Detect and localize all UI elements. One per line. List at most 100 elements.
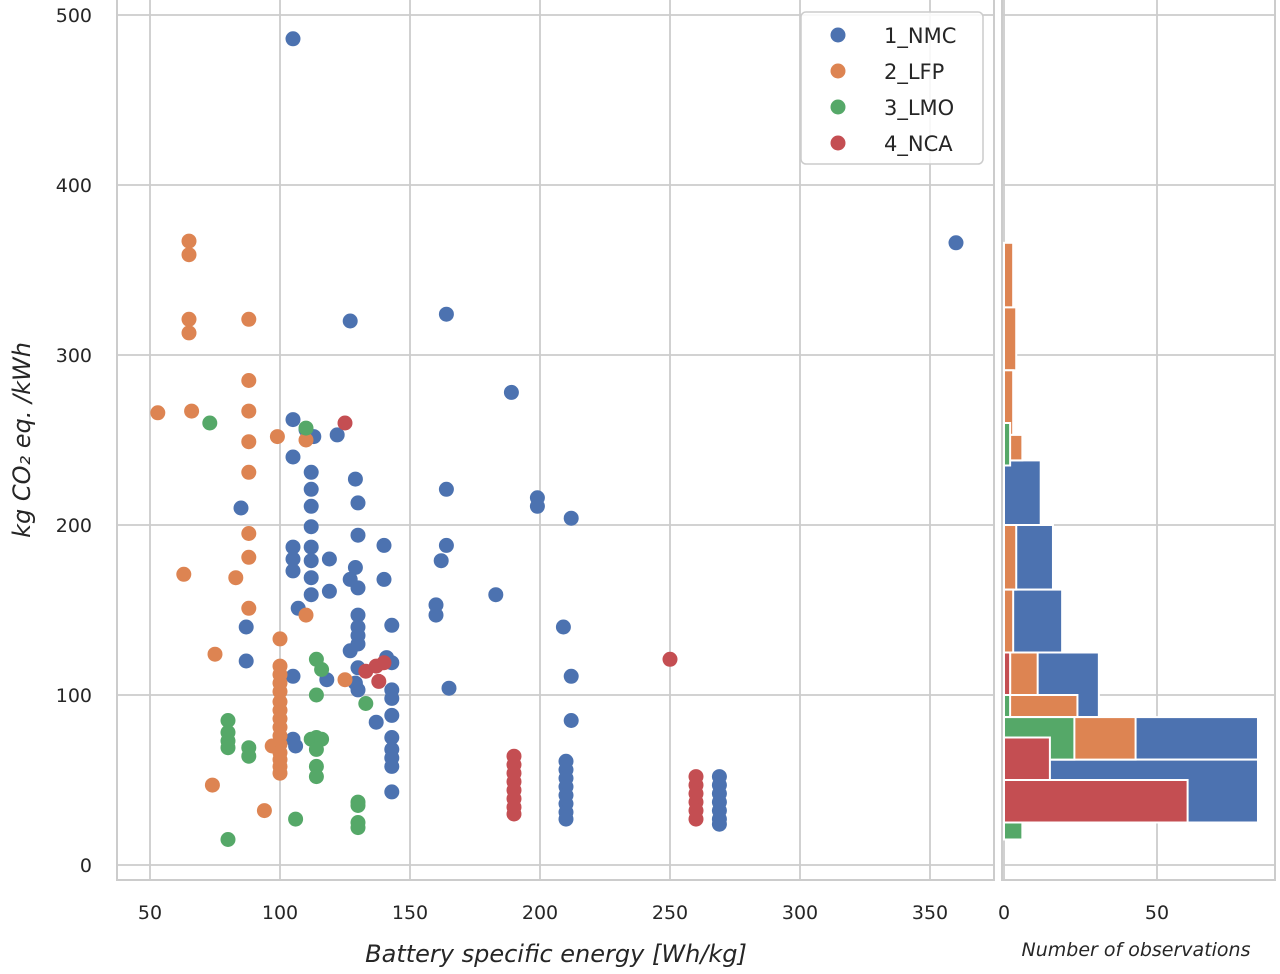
y-tick-label: 100 xyxy=(56,685,92,707)
scatter-point-1-nmc xyxy=(321,583,337,599)
legend-box xyxy=(800,11,984,165)
scatter-point-3-lmo xyxy=(220,713,236,728)
scatter-point-2-lfp xyxy=(241,600,257,616)
scatter-point-4-nca xyxy=(376,655,392,671)
scatter-point-2-lfp xyxy=(184,403,200,419)
scatter-point-1-nmc xyxy=(350,580,366,596)
scatter-point-1-nmc xyxy=(347,471,363,487)
scatter-point-2-lfp xyxy=(181,247,197,263)
scatter-point-4-nca xyxy=(371,673,387,689)
legend-label: 1_NMC xyxy=(884,24,956,49)
x-axis-title: Battery specific energy [Wh/kg] xyxy=(365,940,747,968)
scatter-point-1-nmc xyxy=(285,563,301,579)
histogram-bar-1-nmc xyxy=(1003,459,1042,526)
legend-marker xyxy=(830,63,846,79)
scatter-point-4-nca xyxy=(662,651,678,667)
x-tick-label: 150 xyxy=(392,902,428,924)
scatter-point-3-lmo xyxy=(308,687,324,703)
scatter-point-1-nmc xyxy=(303,464,319,480)
scatter-point-1-nmc xyxy=(238,653,254,669)
scatter-point-1-nmc xyxy=(329,427,345,443)
scatter-point-1-nmc xyxy=(438,537,454,553)
y-tick-label: 400 xyxy=(56,175,92,197)
main-plot-frame xyxy=(116,0,995,881)
legend-label: 3_LMO xyxy=(884,96,954,121)
scatter-point-1-nmc xyxy=(303,539,319,555)
scatter-point-4-nca xyxy=(688,811,704,827)
histogram-bars xyxy=(1003,241,1259,841)
y-tick-label: 200 xyxy=(56,515,92,537)
scatter-point-3-lmo xyxy=(241,748,257,764)
scatter-point-2-lfp xyxy=(207,646,223,662)
y-tick-label: 300 xyxy=(56,345,92,367)
scatter-point-1-nmc xyxy=(285,449,301,465)
scatter-point-3-lmo xyxy=(350,798,366,813)
x-tick-label: 200 xyxy=(522,902,558,924)
scatter-point-1-nmc xyxy=(285,668,301,684)
scatter-point-2-lfp xyxy=(298,432,314,448)
scatter-point-3-lmo xyxy=(358,696,374,711)
legend-label: 4_NCA xyxy=(884,132,953,157)
scatter-point-1-nmc xyxy=(303,553,319,569)
scatter-point-1-nmc xyxy=(321,551,337,567)
scatter-point-1-nmc xyxy=(563,510,579,526)
scatter-point-1-nmc xyxy=(438,481,454,497)
scatter-point-1-nmc xyxy=(711,816,727,832)
scatter-point-1-nmc xyxy=(285,31,301,47)
legend-marker xyxy=(830,99,846,115)
scatter-point-1-nmc xyxy=(303,519,319,535)
legend: 1_NMC 2_LFP 3_LMO 4_NCA xyxy=(800,11,984,165)
legend-entries: 1_NMC 2_LFP 3_LMO 4_NCA xyxy=(830,24,956,157)
scatter-point-1-nmc xyxy=(488,587,504,603)
scatter-point-2-lfp xyxy=(181,325,197,341)
scatter-point-2-lfp xyxy=(241,311,257,327)
scatter-point-3-lmo xyxy=(202,415,218,431)
scatter-point-2-lfp xyxy=(241,526,257,541)
scatter-point-3-lmo xyxy=(350,820,366,836)
scatter-point-2-lfp xyxy=(272,631,288,647)
scatter-point-3-lmo xyxy=(220,740,236,756)
tick-labels: 50 100 150 200 250 300 350 0 100 200 300 400 500 0 50 xyxy=(56,5,1169,924)
y-tick-label: 0 xyxy=(80,855,92,877)
x-tick-label: 300 xyxy=(782,902,818,924)
scatter-point-3-lmo xyxy=(308,769,324,785)
scatter-point-3-lmo xyxy=(298,420,314,436)
scatter-point-1-nmc xyxy=(350,636,366,652)
scatter-point-1-nmc xyxy=(288,738,304,754)
scatter-point-2-lfp xyxy=(337,672,353,688)
scatter-point-3-lmo xyxy=(220,832,236,847)
scatter-point-4-nca xyxy=(337,415,353,431)
scatter-point-2-lfp xyxy=(176,566,192,582)
scatter-point-1-nmc xyxy=(441,680,457,696)
histogram-frame xyxy=(1001,0,1276,881)
scatter-point-2-lfp xyxy=(228,570,244,586)
x-tick-label: 100 xyxy=(262,902,298,924)
scatter-point-1-nmc xyxy=(438,306,454,322)
scatter-point-1-nmc xyxy=(503,384,519,400)
scatter-point-2-lfp xyxy=(150,405,166,421)
scatter-point-2-lfp xyxy=(181,233,197,249)
y-tick-label: 500 xyxy=(56,5,92,27)
scatter-point-1-nmc xyxy=(563,713,579,728)
scatter-point-1-nmc xyxy=(238,619,254,635)
histogram-x-tick-label: 0 xyxy=(998,902,1010,924)
x-tick-label: 250 xyxy=(652,902,688,924)
histogram-bar-2-lfp xyxy=(1003,588,1015,654)
scatter-point-3-lmo xyxy=(314,662,330,677)
scatter-point-2-lfp xyxy=(256,803,272,819)
histogram-x-tick-label: 50 xyxy=(1145,902,1169,924)
histogram-x-title: Number of observations xyxy=(1022,939,1251,961)
scatter-point-4-nca xyxy=(506,806,522,822)
legend-label: 2_LFP xyxy=(884,60,944,85)
x-tick-label: 350 xyxy=(912,902,948,924)
scatter-point-2-lfp xyxy=(241,403,257,419)
scatter-point-2-lfp xyxy=(241,549,257,565)
scatter-point-1-nmc xyxy=(563,668,579,684)
scatter-point-1-nmc xyxy=(233,500,249,516)
scatter-point-1-nmc xyxy=(285,539,301,555)
scatter-point-1-nmc xyxy=(948,235,964,251)
scatter-point-1-nmc xyxy=(384,690,400,706)
scatter-point-1-nmc xyxy=(384,784,400,800)
x-tick-label: 50 xyxy=(138,902,162,924)
